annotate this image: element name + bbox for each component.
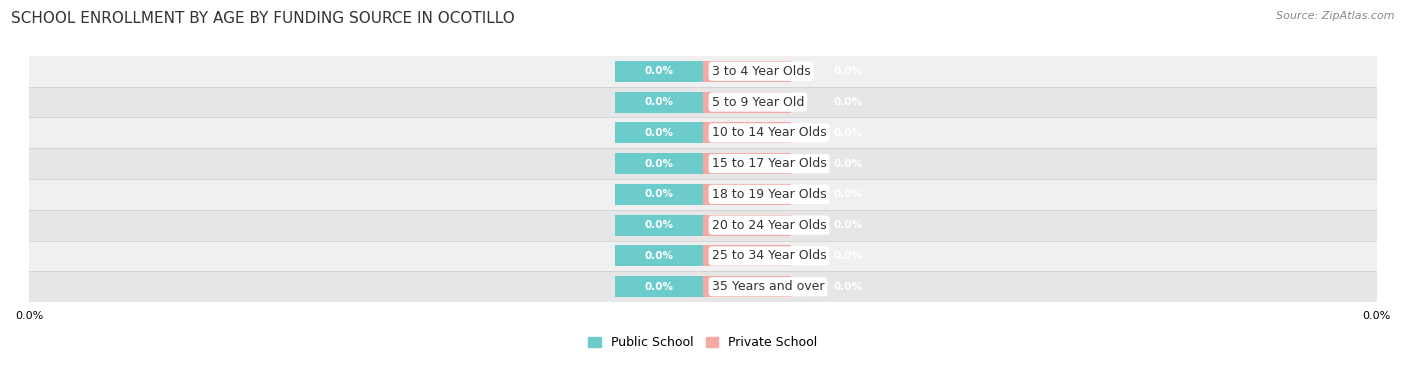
Bar <box>616 276 703 297</box>
Bar <box>616 153 703 174</box>
Bar <box>616 215 703 235</box>
Text: 3 to 4 Year Olds: 3 to 4 Year Olds <box>711 65 810 78</box>
Bar <box>616 245 703 266</box>
Text: 0.0%: 0.0% <box>834 66 862 76</box>
Text: 15 to 17 Year Olds: 15 to 17 Year Olds <box>711 157 827 170</box>
Bar <box>30 87 1376 118</box>
Legend: Public School, Private School: Public School, Private School <box>583 332 823 355</box>
Text: 0.0%: 0.0% <box>645 251 673 261</box>
Bar <box>616 122 703 143</box>
Text: 20 to 24 Year Olds: 20 to 24 Year Olds <box>711 219 827 232</box>
Text: 0.0%: 0.0% <box>834 251 862 261</box>
Bar <box>703 184 790 205</box>
Bar <box>703 215 790 235</box>
Bar <box>30 271 1376 302</box>
Text: 0.0%: 0.0% <box>645 159 673 169</box>
Text: 0.0%: 0.0% <box>645 220 673 230</box>
Text: 0.0%: 0.0% <box>834 128 862 138</box>
Bar <box>616 184 703 205</box>
Text: 25 to 34 Year Olds: 25 to 34 Year Olds <box>711 249 827 262</box>
Text: 0.0%: 0.0% <box>834 220 862 230</box>
Bar <box>616 61 703 82</box>
Bar <box>30 56 1376 87</box>
Text: 0.0%: 0.0% <box>645 282 673 292</box>
Text: SCHOOL ENROLLMENT BY AGE BY FUNDING SOURCE IN OCOTILLO: SCHOOL ENROLLMENT BY AGE BY FUNDING SOUR… <box>11 11 515 26</box>
Bar <box>30 179 1376 210</box>
Text: 0.0%: 0.0% <box>834 97 862 107</box>
Text: 5 to 9 Year Old: 5 to 9 Year Old <box>711 96 804 108</box>
Text: 0.0%: 0.0% <box>645 66 673 76</box>
Text: 35 Years and over: 35 Years and over <box>711 280 824 293</box>
Text: Source: ZipAtlas.com: Source: ZipAtlas.com <box>1277 11 1395 21</box>
Text: 0.0%: 0.0% <box>645 189 673 200</box>
Text: 0.0%: 0.0% <box>645 128 673 138</box>
Bar <box>703 61 790 82</box>
Bar <box>30 118 1376 148</box>
Bar <box>703 276 790 297</box>
Bar <box>30 240 1376 271</box>
Bar <box>703 91 790 113</box>
Text: 0.0%: 0.0% <box>834 159 862 169</box>
Text: 0.0%: 0.0% <box>645 97 673 107</box>
Text: 0.0%: 0.0% <box>834 189 862 200</box>
Bar <box>703 245 790 266</box>
Bar <box>30 148 1376 179</box>
Bar <box>30 210 1376 240</box>
Text: 10 to 14 Year Olds: 10 to 14 Year Olds <box>711 126 827 139</box>
Text: 0.0%: 0.0% <box>834 282 862 292</box>
Bar <box>616 91 703 113</box>
Bar <box>703 122 790 143</box>
Bar <box>703 153 790 174</box>
Text: 18 to 19 Year Olds: 18 to 19 Year Olds <box>711 188 827 201</box>
